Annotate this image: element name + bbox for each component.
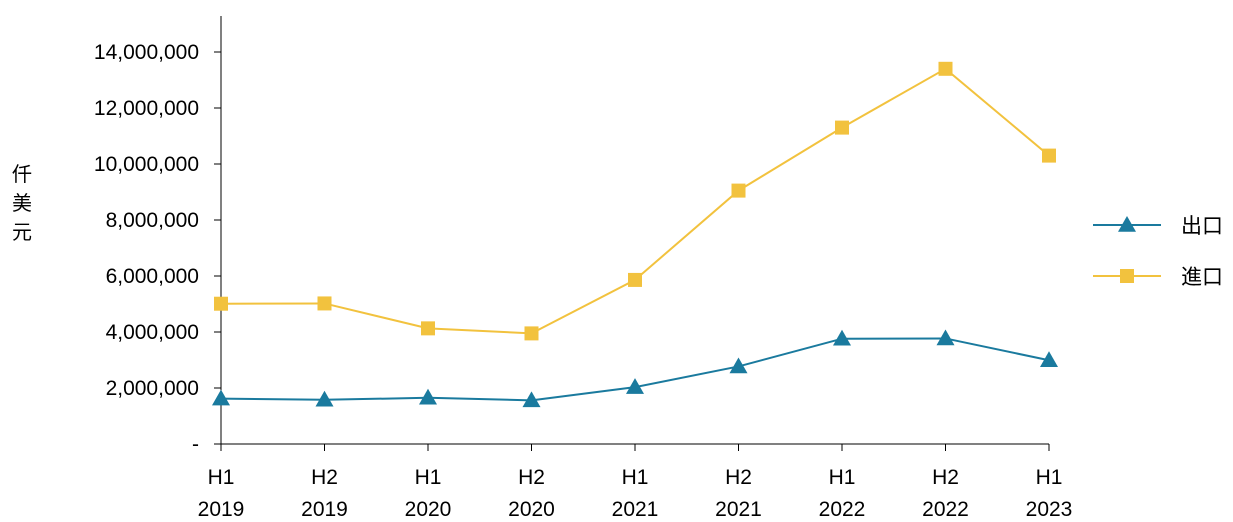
data-point bbox=[317, 296, 332, 311]
legend-label: 出口 bbox=[1181, 214, 1223, 238]
data-point bbox=[522, 391, 541, 408]
x-tick-label-year: 2020 bbox=[508, 498, 555, 521]
x-tick-label-half: H2 bbox=[932, 466, 959, 489]
data-point bbox=[212, 389, 230, 406]
data-point bbox=[835, 120, 849, 135]
data-point bbox=[626, 378, 644, 394]
data-point bbox=[729, 357, 748, 374]
data-point bbox=[214, 296, 228, 311]
y-axis-label: 仟美元 bbox=[12, 162, 32, 244]
x-tick-label-half: H1 bbox=[1036, 466, 1063, 489]
x-tick-label-year: 2019 bbox=[301, 498, 348, 521]
series-group bbox=[212, 61, 1058, 408]
data-point bbox=[1040, 351, 1058, 368]
y-axis-ticks: - 2,000,000 4,000,000 6,000,000 8,000,000 10,… bbox=[94, 41, 221, 456]
x-tick-label-half: H1 bbox=[622, 466, 649, 489]
y-tick-label: 14,000,000 bbox=[94, 41, 199, 64]
x-tick-label-half: H2 bbox=[725, 466, 752, 489]
y-tick-label: 4,000,000 bbox=[106, 321, 199, 344]
y-tick-label: - bbox=[192, 433, 199, 456]
x-tick-label-year: 2022 bbox=[819, 498, 866, 521]
x-tick-label-year: 2019 bbox=[198, 498, 245, 521]
x-tick-label-half: H2 bbox=[311, 466, 338, 489]
x-tick-label-year: 2023 bbox=[1026, 498, 1073, 521]
data-point bbox=[524, 326, 539, 341]
legend-marker bbox=[1120, 269, 1134, 283]
x-tick-label-half: H1 bbox=[208, 466, 235, 489]
data-point bbox=[628, 272, 642, 287]
y-tick-label: 8,000,000 bbox=[106, 209, 199, 232]
data-point bbox=[833, 329, 851, 346]
x-tick-label-half: H1 bbox=[829, 466, 856, 489]
x-tick-label-year: 2021 bbox=[715, 498, 762, 521]
x-axis-ticks: H1 2019 H2 2019 H1 2020 H2 2020 H1 2021 H2 2021 H1 20… bbox=[198, 444, 1073, 521]
y-axis-label-char: 元 bbox=[12, 220, 32, 244]
y-tick-label: 10,000,000 bbox=[94, 153, 199, 176]
y-tick-label: 2,000,000 bbox=[106, 377, 199, 400]
x-tick-label-year: 2020 bbox=[405, 498, 452, 521]
y-axis-label-char: 仟 bbox=[12, 162, 32, 186]
series-import bbox=[214, 61, 1056, 341]
x-tick-label-half: H2 bbox=[518, 466, 545, 489]
data-point bbox=[421, 321, 435, 336]
data-point bbox=[936, 329, 955, 346]
x-tick-label-year: 2022 bbox=[922, 498, 969, 521]
data-point bbox=[419, 388, 437, 405]
series-export bbox=[212, 329, 1058, 408]
data-point bbox=[1042, 148, 1056, 163]
series-line bbox=[220, 67, 1050, 335]
x-tick-label-half: H1 bbox=[415, 466, 442, 489]
data-point bbox=[315, 390, 334, 407]
y-tick-label: 12,000,000 bbox=[94, 97, 199, 120]
y-tick-label: 6,000,000 bbox=[106, 265, 199, 288]
y-axis-label-char: 美 bbox=[12, 191, 32, 215]
legend-item: 進口 bbox=[1093, 265, 1223, 289]
data-point bbox=[731, 183, 746, 198]
legend-marker bbox=[1118, 216, 1136, 232]
legend-label: 進口 bbox=[1181, 265, 1223, 289]
data-point bbox=[938, 61, 953, 76]
x-tick-label-year: 2021 bbox=[612, 498, 659, 521]
legend-item: 出口 bbox=[1093, 214, 1223, 238]
